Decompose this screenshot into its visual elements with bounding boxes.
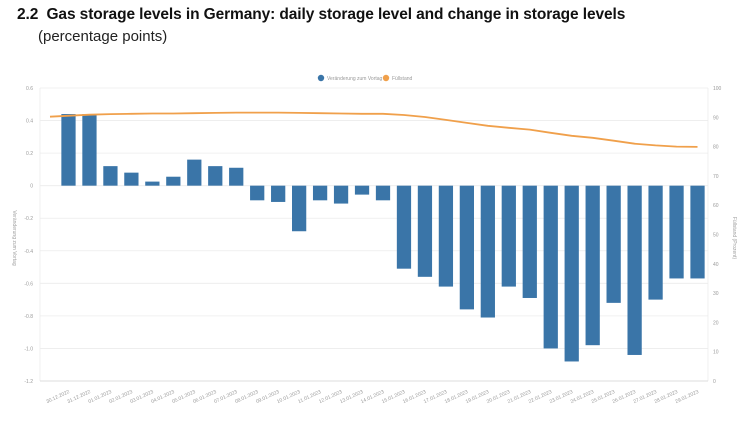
bar xyxy=(648,185,663,300)
left-tick-label: -1.2 xyxy=(24,379,33,385)
bar xyxy=(187,159,202,186)
bar xyxy=(166,176,181,186)
right-tick-label: 70 xyxy=(713,174,719,180)
bar xyxy=(690,185,705,279)
legend-label-line: Füllstand xyxy=(392,76,413,82)
bar xyxy=(124,172,139,186)
bar xyxy=(61,114,76,186)
bar xyxy=(103,166,118,186)
bar xyxy=(585,185,600,346)
left-tick-label: 0.6 xyxy=(26,86,33,92)
bar xyxy=(543,185,558,349)
bar xyxy=(375,185,391,201)
bar xyxy=(292,185,307,232)
bar xyxy=(333,185,349,204)
left-tick-label: -0.2 xyxy=(24,216,33,222)
bar xyxy=(312,185,328,201)
bar xyxy=(438,185,454,287)
left-tick-label: -0.4 xyxy=(24,249,33,255)
left-tick-label: -0.6 xyxy=(24,281,33,287)
bar xyxy=(627,185,642,355)
chart-number: 2.2 xyxy=(17,6,39,23)
x-axis: 30.12.202231.12.202201.01.202302.01.2023… xyxy=(45,389,699,405)
left-tick-label: -1.0 xyxy=(24,346,33,352)
bar xyxy=(522,185,537,298)
left-tick-label: 0.2 xyxy=(26,151,33,157)
bar xyxy=(480,185,495,318)
legend-marker-line xyxy=(382,74,390,82)
bar xyxy=(564,185,579,362)
right-tick-label: 20 xyxy=(713,320,719,326)
bar xyxy=(145,181,160,186)
left-axis-title: Veränderung zum Vortag xyxy=(11,210,17,266)
bar xyxy=(417,185,433,277)
bar xyxy=(208,166,223,186)
legend-marker-bars xyxy=(317,74,325,82)
right-tick-label: 80 xyxy=(713,145,719,151)
right-tick-label: 100 xyxy=(713,86,722,92)
bar-series xyxy=(61,114,705,362)
bar xyxy=(606,185,621,303)
line-series xyxy=(49,111,698,148)
bar xyxy=(354,185,370,195)
chart-title: 2.2 Gas storage levels in Germany: daily… xyxy=(17,6,625,24)
legend-label-bars: Veränderung zum Vortag xyxy=(327,76,383,82)
bar xyxy=(82,114,97,186)
bar xyxy=(229,167,244,186)
right-tick-label: 90 xyxy=(713,115,719,121)
bar xyxy=(250,185,265,201)
left-tick-label: -0.8 xyxy=(24,314,33,320)
bar xyxy=(271,185,286,202)
bar xyxy=(396,185,412,269)
chart-subtitle: (percentage points) xyxy=(38,28,168,45)
storage-level-line xyxy=(49,111,698,148)
bar xyxy=(669,185,684,279)
right-tick-label: 50 xyxy=(713,233,719,239)
x-tick-label: 29.01.2023 xyxy=(674,389,699,405)
right-axis-title: Füllstand (Prozent) xyxy=(731,217,737,260)
left-tick-label: 0 xyxy=(30,184,33,190)
bar xyxy=(501,185,516,287)
bar xyxy=(459,185,474,310)
right-tick-label: 10 xyxy=(713,350,719,356)
right-tick-label: 60 xyxy=(713,203,719,209)
left-tick-label: 0.4 xyxy=(26,119,33,125)
right-tick-label: 0 xyxy=(713,379,716,385)
chart-title-text: Gas storage levels in Germany: daily sto… xyxy=(46,6,626,23)
right-tick-label: 40 xyxy=(713,262,719,268)
legend: Veränderung zum Vortag Füllstand xyxy=(317,74,413,82)
right-tick-label: 30 xyxy=(713,291,719,297)
left-axis: 0.6 0.4 0.2 0 -0.2 -0.4 -0.6 -0.8 -1.0 -1.2 xyxy=(24,86,33,385)
